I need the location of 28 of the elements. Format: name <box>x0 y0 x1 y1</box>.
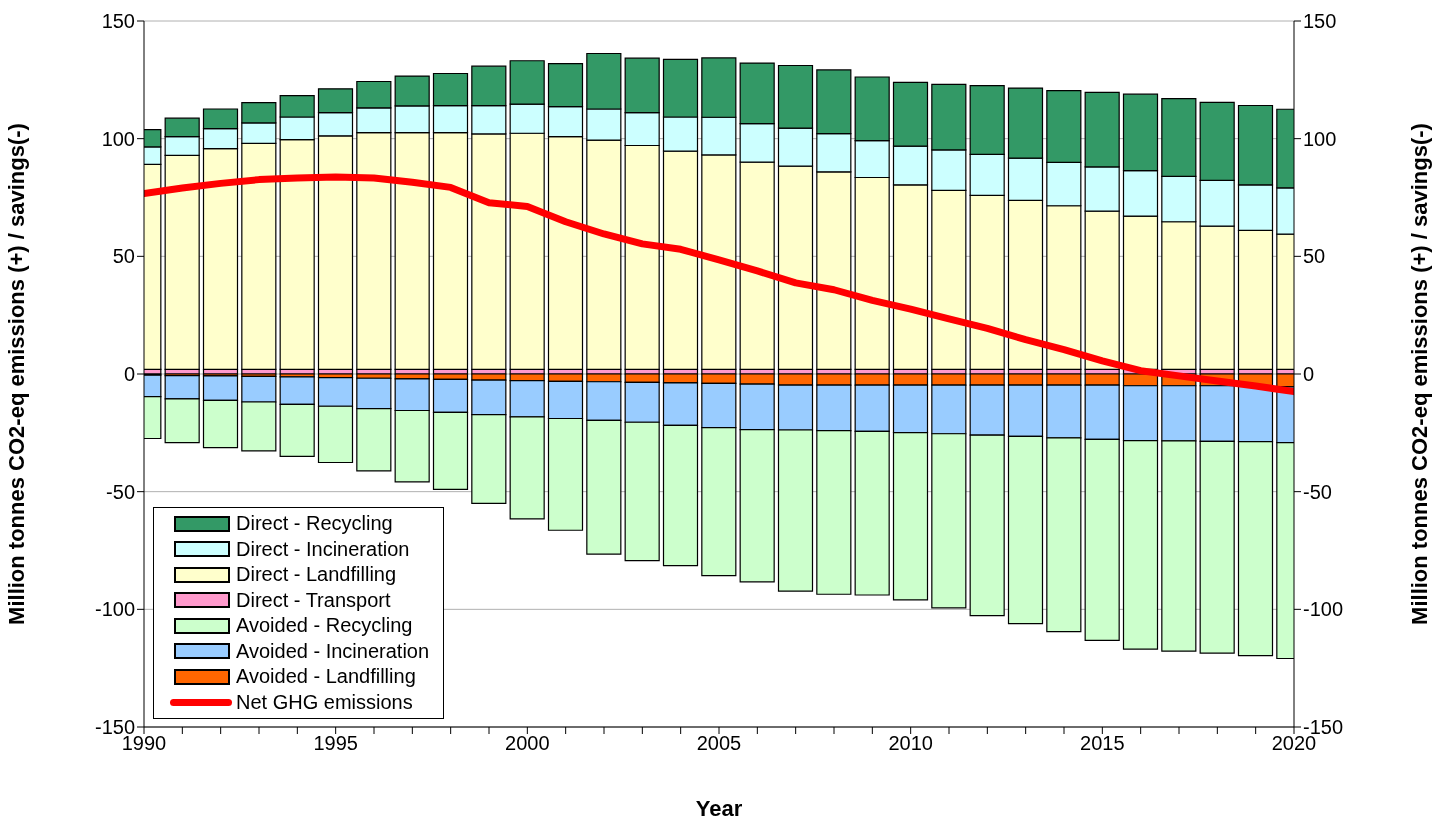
y-tick-label: 100 <box>101 127 135 150</box>
y-tick-label: 50 <box>112 245 135 268</box>
y-tick-label: -100 <box>94 598 135 621</box>
y2-tick-label: 150 <box>1303 10 1337 33</box>
legend-label: Direct - Incineration <box>236 537 410 561</box>
y2-axis-title: Million tonnes CO2-eq emissions (+) / savings(-) <box>1406 123 1432 625</box>
y-axis-title: Million tonnes CO2-eq emissions (+) / savings(-) <box>3 123 29 625</box>
y-tick-label: 0 <box>123 363 135 386</box>
y2-tick-label: -50 <box>1303 480 1332 503</box>
legend-label: Net GHG emissions <box>236 690 413 714</box>
x-tick-label: 2010 <box>888 732 933 755</box>
y2-tick-label: 50 <box>1303 245 1326 268</box>
legend-label: Avoided - Landfilling <box>236 665 416 689</box>
y2-tick-label: -100 <box>1303 598 1344 621</box>
x-tick-label: 1995 <box>313 732 358 755</box>
x-axis-title: Year <box>695 796 743 821</box>
legend-label: Direct - Recycling <box>236 512 393 536</box>
y2-tick-label: 100 <box>1303 127 1337 150</box>
legend-label: Direct - Landfilling <box>236 563 397 587</box>
legend-label: Avoided - Incineration <box>236 639 430 663</box>
y-tick-label: -50 <box>106 480 135 503</box>
x-tick-label: 2000 <box>505 732 550 755</box>
y-tick-label: 150 <box>101 10 135 33</box>
legend-label: Direct - Transport <box>236 588 391 612</box>
y2-tick-label: 0 <box>1303 363 1315 386</box>
x-tick-label: 2015 <box>1080 732 1125 755</box>
x-tick-label: 2005 <box>696 732 742 755</box>
legend-label: Avoided - Recycling <box>236 614 413 638</box>
